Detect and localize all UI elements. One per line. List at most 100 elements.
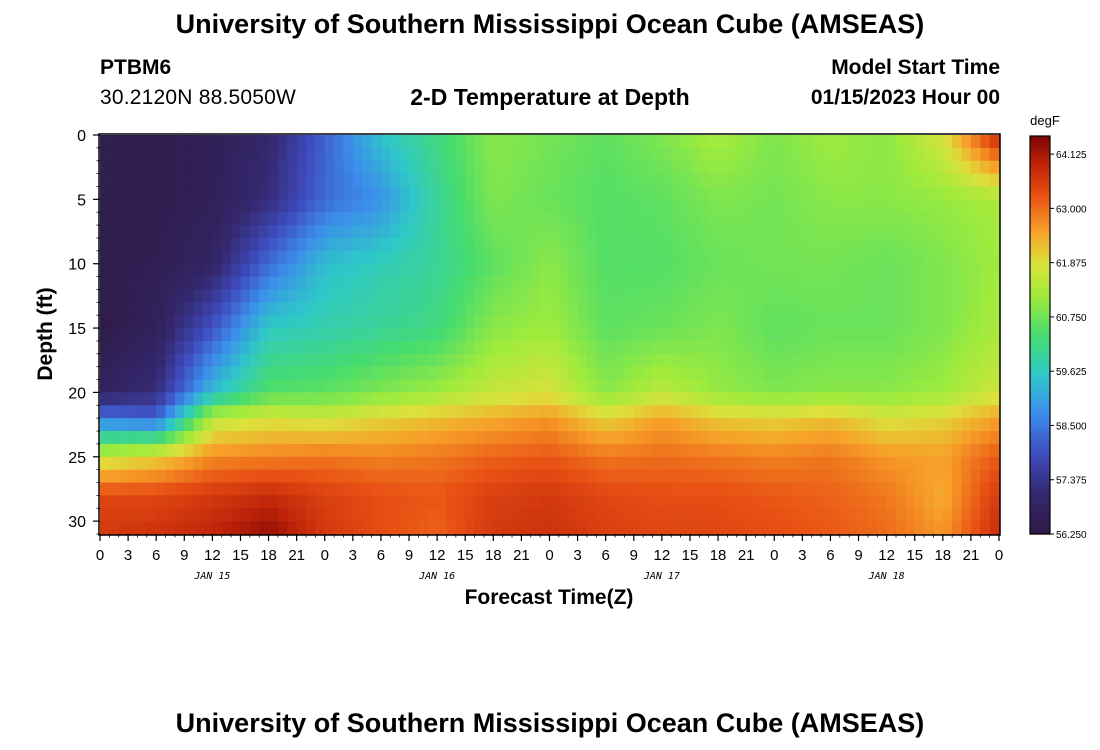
heatmap-cell — [746, 366, 757, 381]
heatmap-cell — [137, 199, 148, 213]
heatmap-cell — [540, 135, 551, 149]
heatmap-cell — [390, 482, 401, 496]
heatmap-cell — [736, 160, 747, 175]
heatmap-cell — [624, 353, 635, 368]
heatmap-cell — [100, 276, 110, 291]
heatmap-cell — [877, 160, 888, 175]
heatmap-cell — [783, 237, 794, 252]
heatmap-cell — [343, 418, 354, 432]
heatmap-cell — [708, 392, 719, 406]
heatmap-cell — [980, 508, 991, 522]
heatmap-cell — [615, 160, 626, 175]
heatmap-cell — [755, 250, 766, 265]
heatmap-cell — [165, 315, 176, 329]
heatmap-cell — [699, 521, 710, 535]
heatmap-cell — [221, 366, 232, 381]
heatmap-cell — [774, 418, 785, 432]
x-tick-label: 9 — [854, 547, 862, 564]
heatmap-cell — [315, 263, 326, 278]
heatmap-cell — [409, 135, 419, 149]
colorbar-strip — [1030, 510, 1050, 515]
heatmap-cell — [839, 225, 850, 239]
heatmap-cell — [699, 418, 710, 432]
heatmap-cell — [137, 237, 148, 252]
heatmap-cell — [661, 225, 672, 239]
heatmap-cell — [727, 289, 738, 303]
heatmap-cell — [137, 276, 148, 291]
heatmap-cell — [783, 315, 794, 329]
heatmap-cell — [849, 225, 860, 239]
heatmap-cell — [952, 495, 963, 509]
heatmap-cell — [867, 482, 878, 496]
heatmap-cell — [783, 392, 794, 406]
heatmap-cell — [380, 521, 391, 535]
heatmap-cell — [427, 495, 438, 509]
heatmap-cell — [446, 469, 457, 484]
heatmap-cell — [259, 212, 270, 226]
heatmap-cell — [549, 160, 560, 175]
heatmap-cell — [671, 199, 682, 213]
heatmap-cell — [596, 353, 607, 368]
heatmap-cell — [867, 340, 878, 355]
heatmap-cell — [146, 147, 157, 162]
heatmap-cell — [455, 405, 466, 419]
heatmap-cell — [727, 366, 738, 381]
heatmap-cell — [905, 482, 916, 496]
heatmap-cell — [558, 173, 569, 188]
heatmap-cell — [680, 212, 691, 226]
heatmap-cell — [652, 289, 663, 303]
heatmap-cell — [324, 225, 335, 239]
heatmap-cell — [689, 212, 700, 226]
heatmap-cell — [221, 328, 232, 342]
heatmap-cell — [802, 302, 813, 316]
heatmap-cell — [502, 469, 513, 484]
heatmap-cell — [736, 353, 747, 368]
heatmap-cell — [296, 173, 307, 188]
heatmap-cell — [952, 482, 963, 496]
heatmap-cell — [605, 495, 616, 509]
heatmap-cell — [942, 456, 953, 471]
heatmap-cell — [184, 135, 195, 149]
heatmap-cell — [708, 263, 719, 278]
heatmap-cell — [343, 392, 354, 406]
heatmap-cell — [203, 366, 213, 381]
heatmap-cell — [970, 302, 981, 316]
heatmap-cell — [493, 289, 504, 303]
heatmap-cell — [446, 443, 457, 458]
heatmap-cell — [727, 521, 738, 535]
heatmap-cell — [586, 237, 597, 252]
heatmap-cell — [128, 495, 139, 509]
heatmap-cell — [137, 443, 148, 458]
x-axis-label: Forecast Time(Z) — [465, 586, 634, 609]
heatmap-cell — [615, 237, 626, 252]
heatmap-cell — [596, 147, 607, 162]
heatmap-cell — [708, 302, 719, 316]
colorbar-strip — [1030, 298, 1050, 303]
heatmap-cell — [137, 340, 148, 355]
heatmap-cell — [231, 456, 242, 471]
heatmap-cell — [184, 173, 195, 188]
heatmap-cell — [736, 443, 747, 458]
heatmap-cell — [615, 392, 626, 406]
heatmap-cell — [615, 443, 626, 458]
heatmap-cell — [671, 521, 682, 535]
heatmap-cell — [465, 353, 476, 368]
heatmap-cell — [268, 212, 279, 226]
heatmap-cell — [146, 276, 157, 291]
heatmap-cell — [933, 173, 944, 188]
heatmap-cell — [371, 250, 382, 265]
heatmap-cell — [174, 495, 185, 509]
heatmap-cell — [352, 495, 363, 509]
heatmap-cell — [287, 302, 298, 316]
heatmap-cell — [362, 315, 373, 329]
heatmap-cell — [530, 276, 541, 291]
heatmap-cell — [774, 147, 785, 162]
heatmap-cell — [521, 186, 532, 200]
heatmap-cell — [362, 276, 373, 291]
heatmap-cell — [624, 469, 635, 484]
heatmap-cell — [221, 250, 232, 265]
heatmap-cell — [736, 186, 747, 200]
heatmap-cell — [802, 379, 813, 394]
heatmap-cell — [287, 340, 298, 355]
heatmap-cell — [277, 456, 288, 471]
